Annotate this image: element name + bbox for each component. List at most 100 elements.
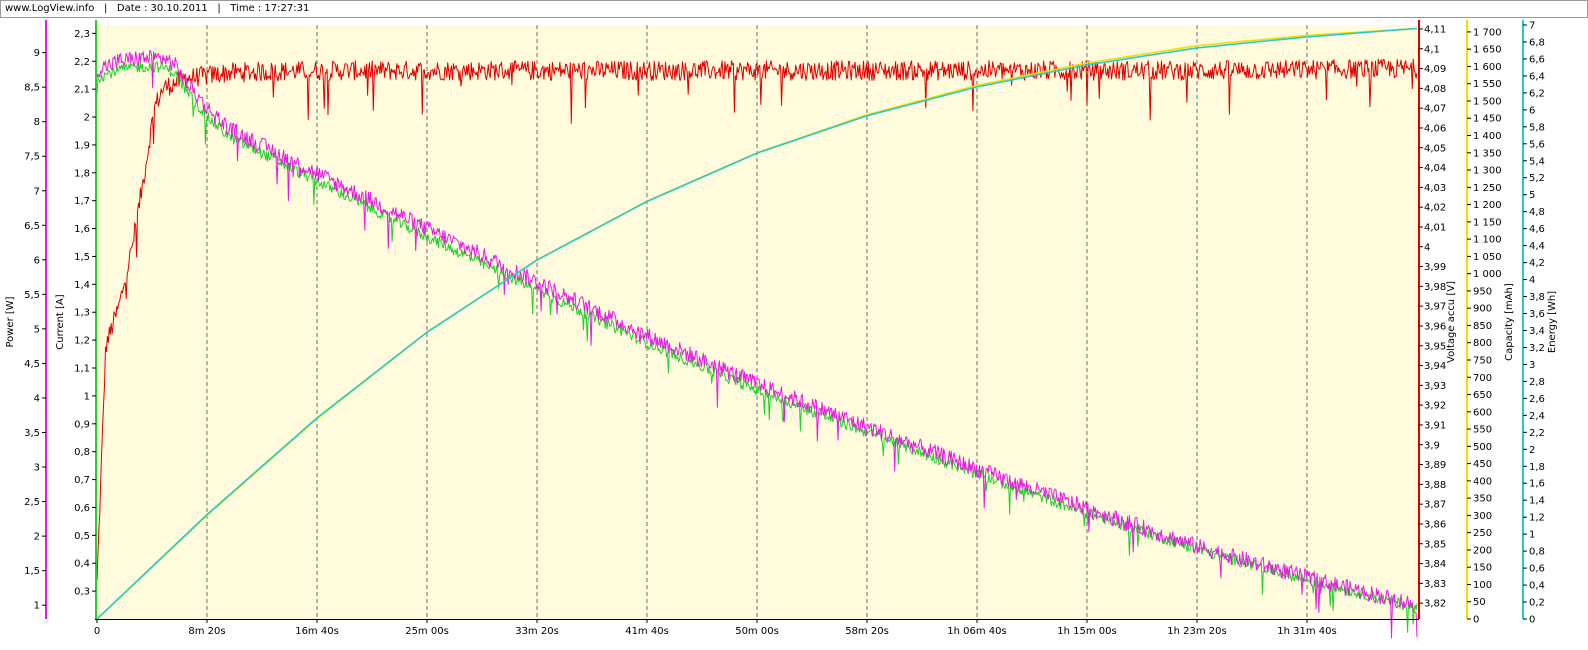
current-tick-label: 1,4 — [74, 280, 90, 291]
energy-tick-label: 6,6 — [1529, 54, 1545, 65]
energy-tick-label: 6 — [1529, 105, 1535, 116]
energy-tick-label: 0,2 — [1529, 598, 1545, 609]
energy-tick-label: 2 — [1529, 445, 1535, 456]
capacity-tick-label: 750 — [1473, 355, 1492, 366]
energy-tick-label: 2,2 — [1529, 428, 1545, 439]
x-tick-label: 1h 06m 40s — [947, 626, 1006, 637]
log-header-text: www.LogView.info | Date : 30.10.2011 | T… — [5, 3, 309, 14]
voltage-tick-label: 4,03 — [1424, 183, 1446, 194]
current-tick-label: 0,6 — [74, 503, 90, 514]
capacity-tick-label: 1 550 — [1473, 79, 1502, 90]
vertical-gridlines — [206, 25, 1308, 619]
current-tick-label: 0,5 — [74, 531, 90, 542]
power-tick-label: 2 — [34, 532, 40, 543]
energy-tick-label: 2,8 — [1529, 377, 1545, 388]
x-tick-label: 1h 23m 20s — [1167, 626, 1226, 637]
capacity-tick-label: 600 — [1473, 407, 1492, 418]
energy-tick-label: 1,4 — [1529, 496, 1545, 507]
energy-series-line — [96, 27, 1418, 620]
power-series-line — [96, 49, 1418, 639]
power-tick-label: 2,5 — [24, 497, 40, 508]
power-tick-label: 1,5 — [24, 566, 40, 577]
current-tick-label: 1 — [84, 391, 90, 402]
energy-tick-label: 0 — [1529, 615, 1535, 626]
capacity-tick-label: 1 000 — [1473, 269, 1502, 280]
header-date: Date : 30.10.2011 — [116, 3, 208, 14]
current-tick-label: 1,5 — [74, 252, 90, 263]
energy-tick-label: 6,2 — [1529, 88, 1545, 99]
x-tick-label: 50m 00s — [735, 626, 779, 637]
voltage-tick-label: 3,99 — [1424, 262, 1446, 273]
energy-tick-label: 5 — [1529, 190, 1535, 201]
current-tick-label: 1,7 — [74, 196, 90, 207]
capacity-tick-label: 650 — [1473, 390, 1492, 401]
current-tick-label: 0,9 — [74, 419, 90, 430]
capacity-tick-label: 1 100 — [1473, 235, 1502, 246]
power-tick-label: 7,5 — [24, 152, 40, 163]
energy-tick-label: 4,8 — [1529, 207, 1545, 218]
capacity-tick-label: 700 — [1473, 373, 1492, 384]
energy-tick-label: 5,8 — [1529, 122, 1545, 133]
voltage-axis-label: Voltage accu [V] — [1446, 281, 1457, 363]
voltage-tick-label: 4,02 — [1424, 203, 1446, 214]
energy-tick-label: 1,2 — [1529, 513, 1545, 524]
current-tick-label: 1,1 — [74, 364, 90, 375]
voltage-tick-label: 3,87 — [1424, 500, 1446, 511]
voltage-tick-label: 4,1 — [1424, 44, 1440, 55]
header-separator-1: | — [103, 3, 108, 14]
header-time: Time : 17:27:31 — [230, 3, 310, 14]
capacity-tick-label: 350 — [1473, 494, 1492, 505]
current-tick-label: 0,4 — [74, 559, 90, 570]
energy-tick-label: 4,6 — [1529, 224, 1545, 235]
voltage-tick-label: 3,89 — [1424, 460, 1446, 471]
voltage-tick-label: 3,82 — [1424, 599, 1446, 610]
energy-tick-label: 2,4 — [1529, 411, 1545, 422]
capacity-tick-label: 300 — [1473, 511, 1492, 522]
energy-tick-label: 4,2 — [1529, 258, 1545, 269]
power-tick-label: 8 — [34, 117, 40, 128]
capacity-tick-label: 1 050 — [1473, 252, 1502, 263]
voltage-tick-label: 4,04 — [1424, 163, 1446, 174]
energy-tick-label: 3 — [1529, 360, 1535, 371]
energy-tick-label: 5,4 — [1529, 156, 1545, 167]
voltage-tick-label: 3,88 — [1424, 480, 1446, 491]
capacity-tick-label: 1 450 — [1473, 114, 1502, 125]
capacity-tick-label: 500 — [1473, 442, 1492, 453]
x-tick-label: 25m 00s — [405, 626, 449, 637]
x-tick-label: 41m 40s — [625, 626, 669, 637]
x-tick-label: 33m 20s — [515, 626, 559, 637]
voltage-tick-label: 3,86 — [1424, 519, 1446, 530]
power-tick-label: 3 — [34, 463, 40, 474]
voltage-tick-label: 3,96 — [1424, 321, 1446, 332]
voltage-tick-label: 4,01 — [1424, 222, 1446, 233]
capacity-tick-label: 1 250 — [1473, 183, 1502, 194]
current-tick-label: 2 — [84, 113, 90, 124]
capacity-tick-label: 1 700 — [1473, 27, 1502, 38]
voltage-tick-label: 3,95 — [1424, 341, 1446, 352]
power-tick-label: 7 — [34, 186, 40, 197]
power-tick-label: 1 — [34, 601, 40, 612]
voltage-tick-label: 4,07 — [1424, 104, 1446, 115]
capacity-tick-label: 1 650 — [1473, 45, 1502, 56]
capacity-tick-label: 1 200 — [1473, 200, 1502, 211]
voltage-tick-label: 3,92 — [1424, 401, 1446, 412]
capacity-tick-label: 900 — [1473, 304, 1492, 315]
current-tick-label: 1,2 — [74, 336, 90, 347]
current-tick-label: 2,3 — [74, 29, 90, 40]
capacity-tick-label: 1 150 — [1473, 217, 1502, 228]
voltage-tick-label: 4,06 — [1424, 123, 1446, 134]
current-tick-label: 2,2 — [74, 57, 90, 68]
energy-tick-label: 1,6 — [1529, 479, 1545, 490]
x-tick-label: 58m 20s — [845, 626, 889, 637]
energy-tick-label: 0,8 — [1529, 547, 1545, 558]
x-tick-label: 1h 15m 00s — [1057, 626, 1116, 637]
energy-tick-label: 6,8 — [1529, 37, 1545, 48]
energy-tick-label: 6,4 — [1529, 71, 1545, 82]
power-tick-label: 5 — [34, 324, 40, 335]
current-tick-label: 1,6 — [74, 224, 90, 235]
x-tick-label: 1h 31m 40s — [1277, 626, 1336, 637]
capacity-axis-label: Capacity [mAh] — [1504, 283, 1515, 361]
energy-tick-label: 3,4 — [1529, 326, 1545, 337]
capacity-tick-label: 0 — [1473, 615, 1479, 626]
